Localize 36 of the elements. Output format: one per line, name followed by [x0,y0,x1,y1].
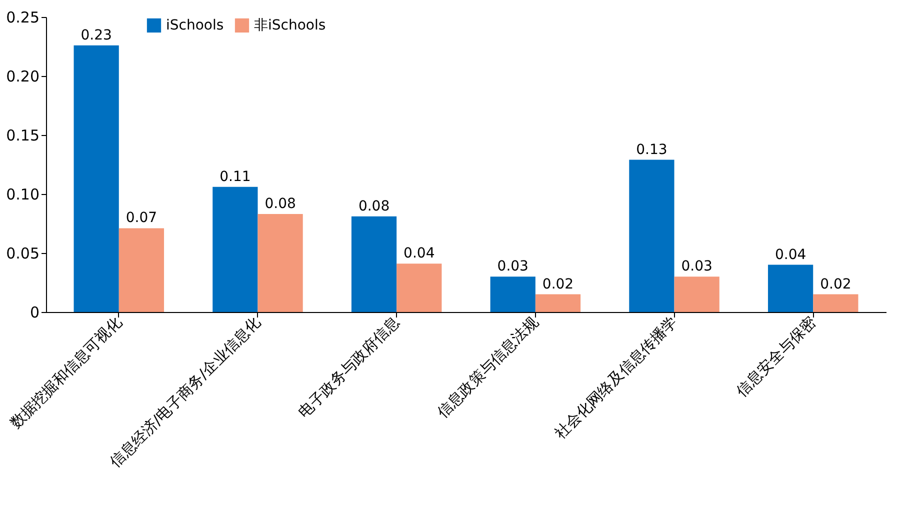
bar [118,228,164,312]
data-label: 0.04 [774,246,806,263]
x-tick-label: 信息政策与信息法规 [434,313,542,422]
bar [490,276,536,312]
data-label: 0.08 [264,196,296,212]
bar [535,294,581,312]
x-tick-label: 信息安全与保密 [732,313,820,400]
data-label: 0.11 [220,168,251,185]
legend-label: iSchools [166,17,224,34]
bar [212,186,258,312]
data-label: 0.04 [404,246,435,262]
legend-label: 非iSchools [254,17,326,34]
data-label: 0.23 [80,27,112,44]
y-tick-label: 0.15 [6,126,40,144]
data-label: 0.02 [542,276,574,292]
bar [351,216,397,312]
data-label: 0.02 [820,276,852,292]
bar [258,214,303,312]
data-label: 0.13 [636,142,668,158]
bar [674,276,720,312]
bar [629,160,674,312]
y-tick-label: 0 [30,304,40,322]
bar [396,264,442,312]
data-label: 0.03 [681,258,712,275]
bar [768,264,814,312]
data-label: 0.08 [358,198,390,214]
y-tick-label: 0.10 [6,186,40,204]
y-tick-label: 0.05 [6,244,40,262]
x-tick-label: 社会化网络及信息传播学 [551,313,681,443]
bar [74,45,119,312]
bar [813,294,858,312]
x-tick-label: 电子政务与政府信息 [294,313,403,422]
data-label: 0.07 [126,210,158,226]
data-label: 0.03 [497,258,528,275]
y-tick-label: 0.25 [6,8,40,26]
y-tick-label: 0.20 [6,68,40,86]
